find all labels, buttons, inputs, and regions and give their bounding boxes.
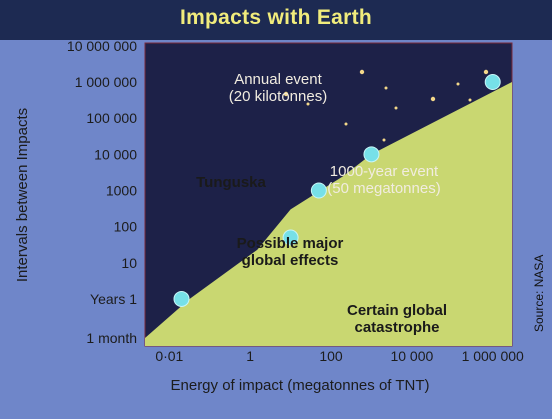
- annotation-label: (20 kilotonnes): [229, 88, 327, 105]
- x-tick-label: 1 000 000: [462, 348, 524, 364]
- star-icon: [283, 91, 289, 97]
- y-tick-label: 1000: [106, 182, 137, 198]
- impact-region-fill: [145, 82, 512, 346]
- y-tick-label: 10: [121, 255, 137, 271]
- y-axis-label: Intervals between Impacts: [14, 108, 31, 282]
- star-icon: [430, 96, 436, 102]
- impact-event-point: [310, 182, 327, 199]
- impact-event-point: [173, 290, 190, 307]
- star-icon: [359, 69, 365, 75]
- y-tick-label: 1 000 000: [75, 74, 137, 90]
- chart-title: Impacts with Earth: [179, 6, 373, 29]
- y-tick-label: 100: [114, 219, 138, 235]
- star-icon: [394, 106, 398, 110]
- annotation-label: Certain global: [347, 302, 447, 319]
- annotation-label: Possible major: [237, 235, 344, 252]
- star-icon: [384, 86, 388, 90]
- y-tick-label: 10 000: [94, 146, 137, 162]
- star-icon: [483, 69, 489, 75]
- annotation-label: catastrophe: [354, 319, 439, 336]
- y-tick-label: Years 1: [90, 291, 137, 307]
- star-icon: [306, 102, 310, 106]
- annotation-label: global effects: [242, 252, 339, 269]
- star-icon: [344, 122, 348, 126]
- annotation-label: Tunguska: [196, 174, 266, 191]
- x-tick-label: 10 000: [390, 348, 433, 364]
- annotation-label: 1000-year event: [330, 163, 439, 180]
- x-tick-label: 0·01: [155, 348, 183, 364]
- x-tick-label: 1: [246, 348, 254, 364]
- annotation-label: (50 megatonnes): [327, 180, 440, 197]
- source-note: Source: NASA: [532, 254, 546, 332]
- y-tick-label: 1 month: [86, 330, 137, 346]
- star-icon: [456, 82, 460, 86]
- y-tick-label: 100 000: [86, 110, 137, 126]
- x-axis-label: Energy of impact (megatonnes of TNT): [171, 377, 430, 394]
- x-tick-label: 100: [319, 348, 343, 364]
- star-icon: [382, 138, 386, 142]
- star-icon: [468, 98, 472, 102]
- impact-event-point: [484, 74, 501, 91]
- impact-event-point: [363, 146, 380, 163]
- title-bar: Impacts with Earth: [0, 0, 552, 40]
- y-tick-label: 10 000 000: [67, 38, 137, 54]
- impact-event-point: [282, 229, 299, 246]
- annotation-label: Annual event: [234, 71, 322, 88]
